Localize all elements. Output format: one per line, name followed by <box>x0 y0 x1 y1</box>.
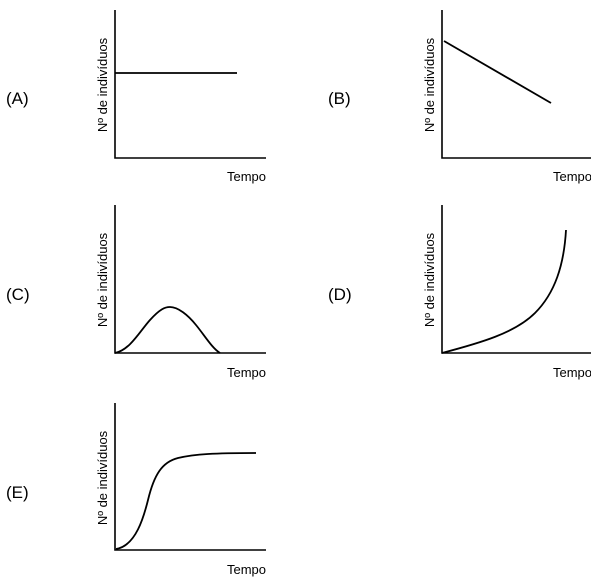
curve-e <box>115 452 257 550</box>
x-axis-label-e: Tempo <box>227 562 266 577</box>
graph-b: (B) Nº de indivíduos Tempo <box>328 10 591 184</box>
y-axis-label-d: Nº de indivíduos <box>422 232 437 327</box>
x-axis-label-d: Tempo <box>553 365 591 380</box>
y-axis-label-b: Nº de indivíduos <box>422 37 437 132</box>
option-label-c: (C) <box>6 285 30 304</box>
graph-a: (A) Nº de indivíduos Tempo <box>6 10 266 184</box>
graph-e: (E) Nº de indivíduos Tempo <box>6 403 266 577</box>
option-label-b: (B) <box>328 89 351 108</box>
option-label-a: (A) <box>6 89 29 108</box>
curve-b <box>443 40 552 104</box>
axes-a <box>114 10 266 159</box>
axes-e <box>114 403 266 551</box>
curve-d <box>441 229 567 354</box>
x-axis-label-a: Tempo <box>227 169 266 184</box>
axes-d <box>441 205 591 354</box>
graph-c: (C) Nº de indivíduos Tempo <box>6 205 266 380</box>
x-axis-label-c: Tempo <box>227 365 266 380</box>
x-axis-label-b: Tempo <box>553 169 591 184</box>
y-axis-label-a: Nº de indivíduos <box>95 37 110 132</box>
y-axis-label-e: Nº de indivíduos <box>95 430 110 525</box>
axes-b <box>441 10 591 159</box>
y-axis-label-c: Nº de indivíduos <box>95 232 110 327</box>
axes-c <box>114 205 266 354</box>
graph-d: (D) Nº de indivíduos Tempo <box>328 205 591 380</box>
option-label-e: (E) <box>6 483 29 502</box>
curve-c <box>114 306 221 354</box>
option-label-d: (D) <box>328 285 352 304</box>
